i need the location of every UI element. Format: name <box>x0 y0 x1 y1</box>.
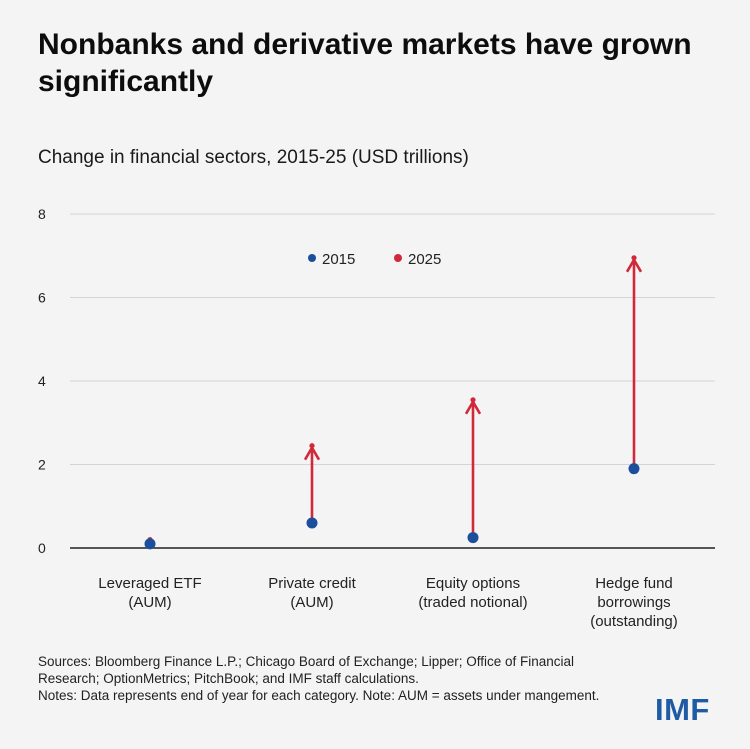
x-category-label-line: borrowings <box>597 594 670 611</box>
legend-label-2015: 2015 <box>322 251 355 268</box>
chart-title: Nonbanks and derivative markets have gro… <box>38 28 692 98</box>
x-category-label-line: Hedge fund <box>595 575 673 592</box>
point-2015 <box>467 532 479 544</box>
chart-notes: Sources: Bloomberg Finance L.P.; Chicago… <box>38 653 618 704</box>
point-2015 <box>628 463 640 475</box>
x-category-label: Hedge fund borrowings (outstanding) <box>590 575 678 630</box>
point-2025 <box>470 397 476 403</box>
x-category-label: Private credit (AUM) <box>268 575 356 611</box>
y-tick-label: 6 <box>38 290 46 306</box>
point-2025 <box>309 443 315 449</box>
x-category-label-line: (outstanding) <box>590 613 678 630</box>
x-category-label-line: (AUM) <box>128 594 171 611</box>
legend-label-2025: 2025 <box>408 251 441 268</box>
x-category-label-line: (AUM) <box>290 594 333 611</box>
point-2015 <box>144 538 156 550</box>
legend-marker-2015 <box>308 254 316 262</box>
y-tick-label: 4 <box>38 373 46 389</box>
x-category-label-line: Private credit <box>268 575 356 592</box>
point-2025 <box>631 255 637 261</box>
y-tick-label: 0 <box>38 540 46 556</box>
x-category-label: Equity options (traded notional) <box>418 575 527 611</box>
y-tick-label: 2 <box>38 457 46 473</box>
x-category-label: Leveraged ETF (AUM) <box>98 575 201 611</box>
x-category-label-line: Leveraged ETF <box>98 575 201 592</box>
point-2015 <box>306 517 318 529</box>
sources-text: Sources: Bloomberg Finance L.P.; Chicago… <box>38 654 575 686</box>
imf-logo: IMF <box>655 692 710 727</box>
x-category-label-line: Equity options <box>426 575 520 592</box>
legend-marker-2025 <box>394 254 402 262</box>
chart-subtitle: Change in financial sectors, 2015-25 (US… <box>38 147 469 168</box>
x-category-label-line: (traded notional) <box>418 594 527 611</box>
y-tick-label: 8 <box>38 206 46 222</box>
notes-text: Notes: Data represents end of year for e… <box>38 688 600 703</box>
